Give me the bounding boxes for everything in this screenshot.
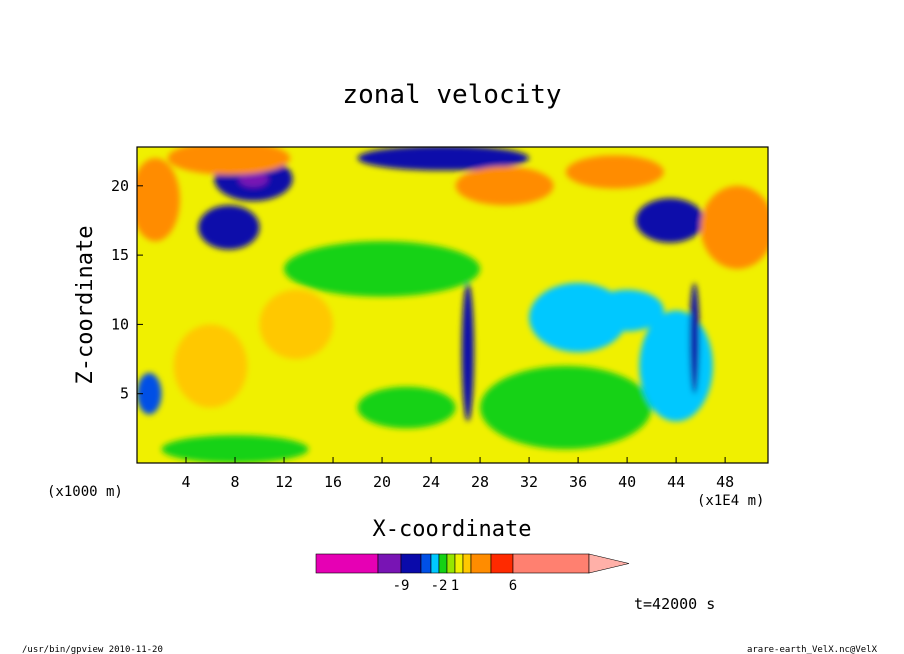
field-blob-1: [238, 170, 269, 188]
colorbar-cell-9: [470, 553, 492, 574]
x-tick-label-8: 8: [231, 473, 240, 491]
field-blob-14: [480, 365, 652, 450]
x-tick-label-4: 4: [181, 473, 190, 491]
x-axis-label: X-coordinate: [373, 517, 532, 542]
colorbar-cell-11: [512, 553, 590, 574]
y-axis-ticks: 5 10 15 20: [111, 177, 143, 403]
field-blob-7: [635, 198, 705, 243]
field-blob-17: [173, 324, 248, 408]
x-axis-ticks: 4 8 12 16 20 24 28 32 36 40 44 48: [181, 457, 734, 491]
colorbar: -9 -2 1 6: [315, 553, 630, 594]
chart-title: zonal velocity: [342, 80, 561, 110]
field-blob-4: [357, 147, 530, 171]
x-tick-label-12: 12: [275, 473, 293, 491]
colorbar-cell-4: [430, 553, 440, 574]
field-blob-16: [284, 241, 481, 297]
colorbar-label-1: 1: [451, 578, 459, 594]
field-blob-12: [357, 386, 456, 429]
field-blob-13: [161, 435, 309, 463]
field-blob-2: [198, 205, 260, 250]
field-blob-21: [137, 372, 162, 415]
file-label: arare-earth_VelX.nc@VelX: [747, 645, 878, 654]
x-tick-label-20: 20: [373, 473, 391, 491]
x-tick-label-28: 28: [471, 473, 489, 491]
colorbar-cell-2: [400, 553, 422, 574]
colorbar-cell-8: [462, 553, 472, 574]
field-blob-5: [455, 166, 554, 206]
field-blob-20: [689, 282, 700, 394]
y-axis-label: Z-coordinate: [73, 226, 98, 385]
colorbar-label-6: 6: [509, 578, 517, 594]
field-blobs: [137, 147, 768, 463]
field-blob-8: [700, 185, 768, 269]
program-label: /usr/bin/gpview 2010-11-20: [22, 645, 163, 654]
colorbar-cell-3: [420, 553, 432, 574]
x-tick-label-36: 36: [569, 473, 587, 491]
time-label: t=42000 s: [634, 595, 715, 613]
y-tick-label-5: 5: [120, 385, 129, 403]
x-unit-label: (x1E4 m): [697, 493, 764, 509]
colorbar-cell-5: [438, 553, 448, 574]
field-blob-3: [167, 147, 291, 175]
colorbar-cell-6: [446, 553, 456, 574]
colorbar-cell-7: [454, 553, 464, 574]
colorbar-label--9: -9: [393, 578, 410, 594]
colorbar-extend-arrow: [588, 553, 630, 574]
plot-area: [137, 147, 768, 463]
colorbar-cell-0: [315, 553, 379, 574]
colorbar-cell-1: [377, 553, 402, 574]
x-tick-label-24: 24: [422, 473, 440, 491]
colorbar-label--2: -2: [431, 578, 448, 594]
y-unit-label: (x1000 m): [47, 484, 123, 500]
plot-frame: [136, 146, 769, 464]
field-blob-9: [137, 158, 180, 242]
y-tick-label-15: 15: [111, 246, 129, 264]
y-tick-label-20: 20: [111, 177, 129, 195]
field-blob-6: [565, 155, 664, 189]
field-blob-18: [259, 289, 334, 360]
x-tick-label-32: 32: [520, 473, 538, 491]
x-tick-label-40: 40: [618, 473, 636, 491]
x-tick-label-16: 16: [324, 473, 342, 491]
x-tick-label-48: 48: [716, 473, 734, 491]
x-tick-label-44: 44: [667, 473, 685, 491]
y-tick-label-10: 10: [111, 315, 129, 333]
field-blob-19: [461, 282, 474, 422]
colorbar-cell-10: [490, 553, 514, 574]
field-blob-11: [590, 289, 664, 332]
field-blob-15: [639, 310, 713, 422]
